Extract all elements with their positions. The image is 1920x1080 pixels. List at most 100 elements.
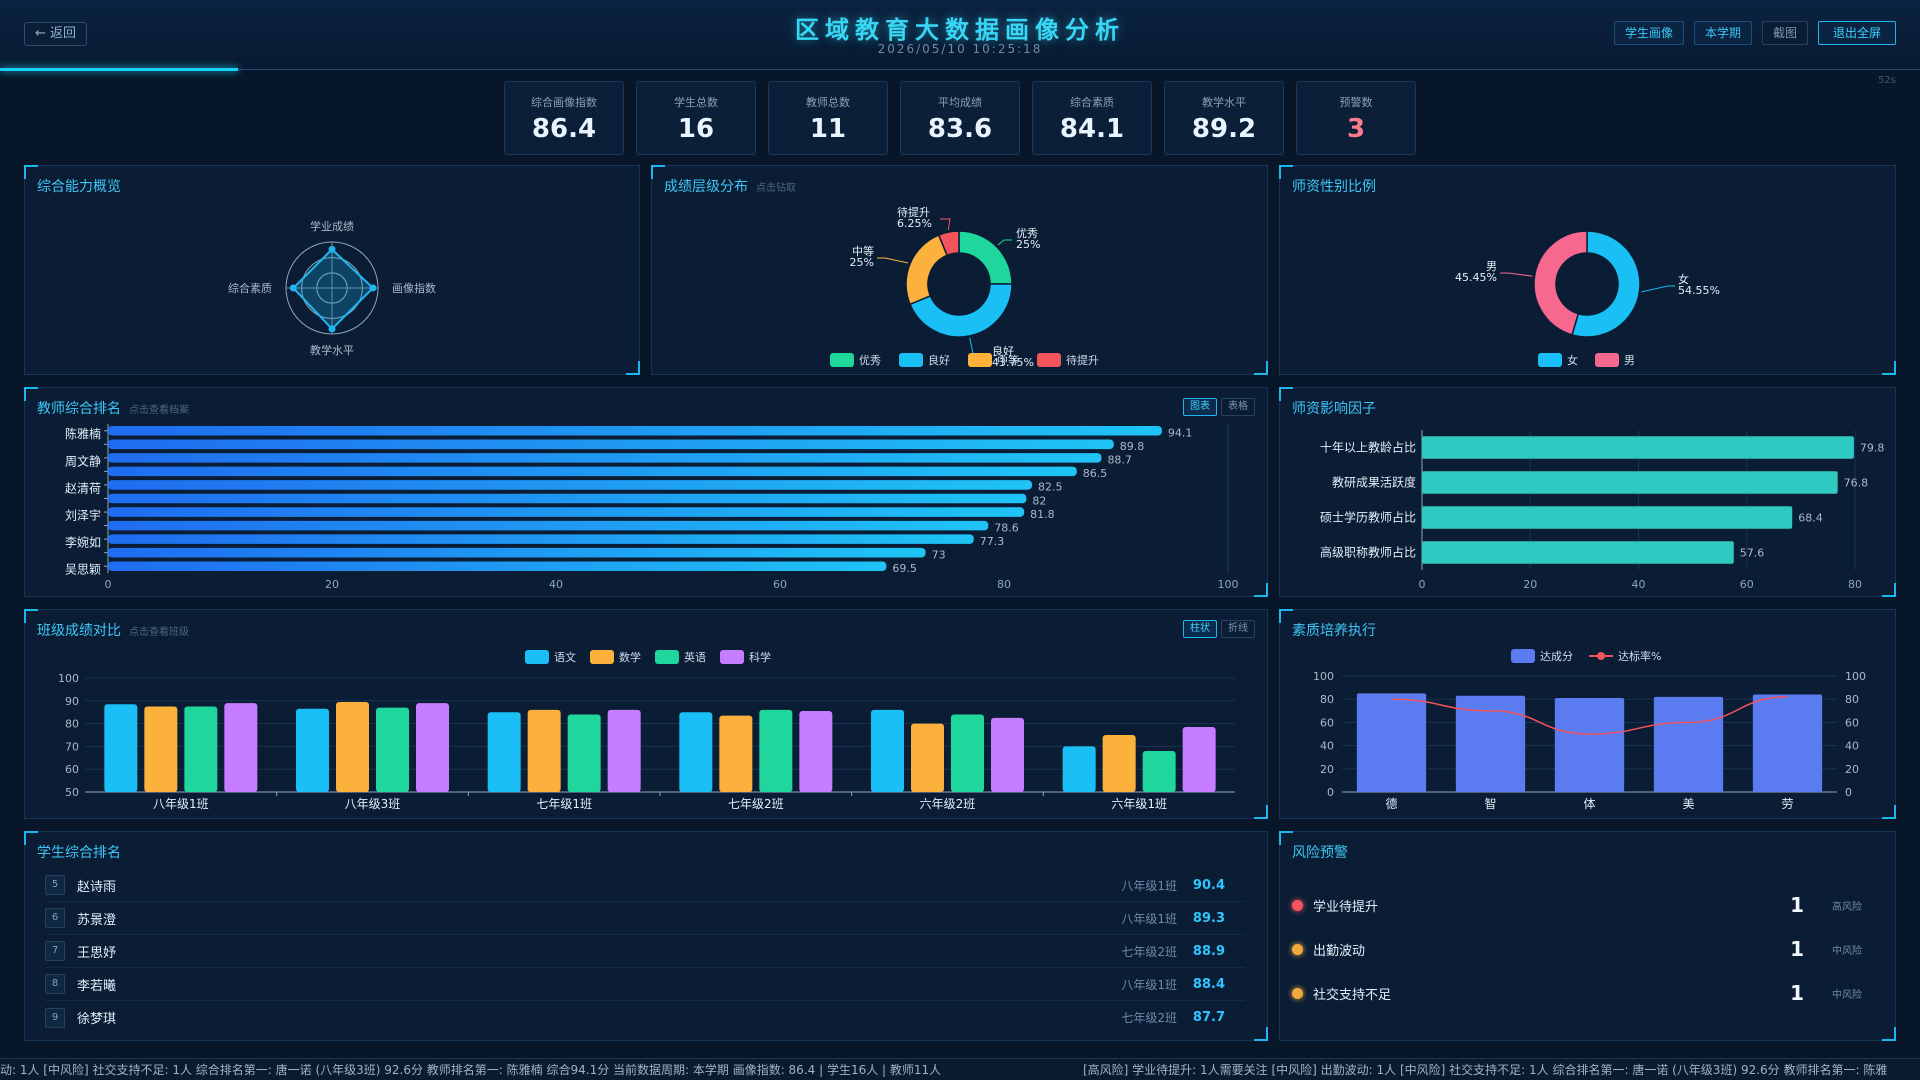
toggle-bar[interactable]: 柱状 <box>1183 620 1217 638</box>
legend-swatch <box>830 353 854 367</box>
donut-label: 待提升 <box>897 205 930 219</box>
kpi-row: 综合画像指数 86.4 学生总数 16 教师总数 11 平均成绩 83.6 综合素质 84… <box>504 81 1416 155</box>
target-rate-line <box>1391 696 1788 735</box>
quality-bar <box>1554 698 1625 792</box>
legend-swatch <box>655 650 679 664</box>
quality-combo-chart[interactable]: 0 0 20 20 40 40 60 60 80 80 100 100 德 智 体 美 劳 达成分 达标率% <box>1280 610 1897 820</box>
student-row[interactable]: 5 赵诗雨 八年级1班 90.4 <box>45 869 1245 902</box>
factors-bar-chart[interactable]: 0 20 40 60 80 79.8 十年以上教龄占比 76.8 教研成果活跃度 68.4 硕士学历… <box>1280 388 1897 598</box>
kpi-label: 教师总数 <box>806 96 850 109</box>
rank-badge: 7 <box>45 941 65 961</box>
class-bar <box>1062 746 1096 792</box>
donut-leader-line <box>1500 272 1533 277</box>
toggle-line[interactable]: 折线 <box>1221 620 1255 638</box>
teacher-bar <box>108 426 1162 436</box>
risk-item[interactable]: 出勤波动 1 中风险 <box>1292 934 1872 964</box>
student-row[interactable]: 8 李若曦 八年级1班 88.4 <box>45 968 1245 1001</box>
legend-label: 待提升 <box>1066 353 1099 367</box>
teacher-name-label: 李婉如 <box>65 535 101 550</box>
x-tick-label: 20 <box>325 578 339 591</box>
class-bar <box>184 706 218 792</box>
gender-ratio-panel: 师资性别比例 女 54.55% 男 45.45% 女男 <box>1279 165 1896 375</box>
toggle-chart[interactable]: 图表 <box>1183 398 1217 416</box>
y-tick-label-left: 40 <box>1320 740 1334 753</box>
kpi-card[interactable]: 教学水平 89.2 <box>1164 81 1284 155</box>
bar-value-label: 73 <box>932 548 946 561</box>
donut-label: 良好 <box>992 344 1014 358</box>
kpi-card[interactable]: 综合素质 84.1 <box>1032 81 1152 155</box>
student-name: 李若曦 <box>77 978 117 994</box>
radar-axis-label: 学业成绩 <box>310 219 354 233</box>
y-tick-label-right: 80 <box>1845 693 1859 706</box>
teacher-name-label: 周文静 <box>65 453 101 468</box>
risk-level: 中风险 <box>1832 945 1862 957</box>
donut-slice <box>958 230 1013 285</box>
donut-slice <box>905 234 949 306</box>
bar-value-label: 86.5 <box>1083 467 1108 480</box>
class-bar <box>296 708 329 792</box>
risk-item[interactable]: 学业待提升 1 高风险 <box>1292 890 1872 920</box>
kpi-card[interactable]: 预警数 3 <box>1296 81 1416 155</box>
panel-title: 成绩层级分布 点击钻取 <box>664 176 796 196</box>
bar-value-label: 57.6 <box>1740 547 1765 560</box>
legend-swatch <box>968 353 992 367</box>
radar-axis-label: 教学水平 <box>310 343 354 357</box>
panel-title: 师资影响因子 <box>1292 401 1376 417</box>
student-profile-button[interactable]: 学生画像 <box>1613 21 1684 45</box>
refresh-progress-bar <box>0 68 238 71</box>
term-button[interactable]: 本学期 <box>1693 21 1752 45</box>
panel-title: 班级成绩对比 点击查看班级 <box>37 620 189 640</box>
kpi-card[interactable]: 综合画像指数 86.4 <box>504 81 624 155</box>
bar-value-label: 76.8 <box>1844 477 1869 490</box>
student-score: 88.9 <box>1192 943 1225 959</box>
teacher-ranking-panel: 教师综合排名 点击查看档案 图表 表格 0 20 40 60 80 100 94.1 89.8 88… <box>24 387 1268 597</box>
class-bar <box>224 703 258 792</box>
exit-fullscreen-button[interactable]: 退出全屏 <box>1817 21 1896 45</box>
student-row[interactable]: 9 徐梦琪 七年级2班 87.7 <box>45 1001 1245 1034</box>
risk-alert-panel: 风险预警 学业待提升 1 高风险 出勤波动 1 中风险 社交支持不足 1 中风险 <box>1279 831 1896 1041</box>
student-row[interactable]: 7 王思妤 七年级2班 88.9 <box>45 935 1245 968</box>
gender-donut-chart[interactable]: 女54.55%男45.45%女男 <box>1280 166 1897 376</box>
x-tick-label: 80 <box>997 578 1011 591</box>
donut-slice <box>909 283 1013 338</box>
class-grouped-bar-chart[interactable]: 50 60 70 80 90 100 八年级1班 八年级3班 七年级1班 七年级2班 六年级2班 六年… <box>25 610 1269 820</box>
class-bar <box>487 712 521 792</box>
class-bar <box>911 723 944 792</box>
y-tick-label-left: 80 <box>1320 693 1334 706</box>
x-tick-label: 40 <box>549 578 563 591</box>
student-name: 苏景澄 <box>77 912 117 928</box>
donut-slice <box>1533 230 1588 336</box>
y-tick-label-left: 100 <box>1313 670 1334 683</box>
kpi-card[interactable]: 教师总数 11 <box>768 81 888 155</box>
student-row[interactable]: 6 苏景澄 八年级1班 89.3 <box>45 902 1245 935</box>
y-tick-label-left: 60 <box>1320 716 1334 729</box>
teacher-bar <box>108 453 1102 463</box>
kpi-card[interactable]: 平均成绩 83.6 <box>900 81 1020 155</box>
risk-name: 学业待提升 <box>1313 899 1379 915</box>
back-button[interactable]: ← 返回 <box>24 22 87 46</box>
x-tick-label: 20 <box>1523 578 1537 591</box>
class-bar <box>1102 735 1136 792</box>
kpi-card[interactable]: 学生总数 16 <box>636 81 756 155</box>
screenshot-button[interactable]: 截图 <box>1761 21 1808 45</box>
y-tick-label: 60 <box>65 763 79 776</box>
panel-subtitle: 点击查看档案 <box>129 405 189 416</box>
panel-title: 学生综合排名 <box>37 845 121 861</box>
student-name: 王思妤 <box>77 945 117 961</box>
risk-count: 1 <box>1790 981 1804 1005</box>
radar-point <box>369 284 377 292</box>
toggle-table[interactable]: 表格 <box>1221 398 1255 416</box>
donut-percent: 54.55% <box>1678 284 1720 297</box>
medium-risk-dot-icon <box>1292 987 1303 999</box>
radar-area <box>291 247 375 331</box>
news-ticker: 动: 1人 [中风险] 社交支持不足: 1人 综合排名第一: 唐一诺 (八年级3… <box>0 1058 1920 1080</box>
donut-label: 女 <box>1678 272 1689 286</box>
class-bar <box>336 701 369 792</box>
risk-item[interactable]: 社交支持不足 1 中风险 <box>1292 978 1872 1008</box>
donut-leader-line <box>1641 285 1675 293</box>
class-category-label: 七年级1班 <box>536 797 592 811</box>
